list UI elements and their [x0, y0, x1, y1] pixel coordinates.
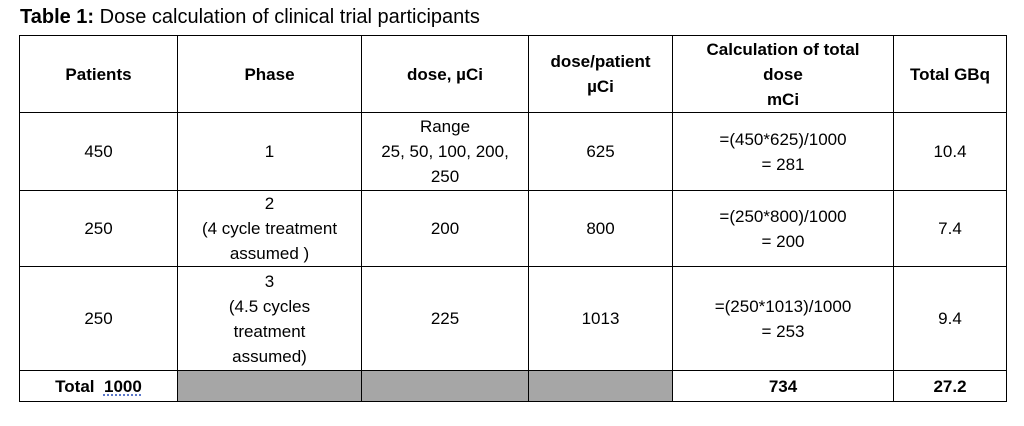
cell-shaded — [528, 370, 673, 402]
header-dose-patient-line: dose/patient — [550, 52, 651, 71]
header-calc-line: mCi — [766, 89, 800, 109]
calc-line: = 253 — [761, 321, 805, 341]
calc-line: =(250*1013)/1000 — [714, 296, 852, 316]
header-calc-line: dose — [763, 64, 803, 84]
total-label: Total — [55, 376, 95, 396]
header-dose-patient-line: µCi — [587, 77, 614, 96]
header-total-gbq: Total GBq — [893, 35, 1007, 113]
phase-line: assumed ) — [229, 244, 310, 263]
cell-patients: 250 — [19, 266, 178, 371]
header-patients: Patients — [19, 35, 178, 113]
header-dose: dose, µCi — [361, 35, 529, 113]
caption-label: Table 1: — [20, 6, 95, 28]
cell-total-gbq: 7.4 — [893, 190, 1007, 267]
header-row: Patients Phase dose, µCi dose/patient µC… — [19, 35, 1007, 113]
cell-dose: 200 — [361, 190, 529, 267]
dose-line: 225 — [430, 309, 460, 328]
cell-phase: 3 (4.5 cycles treatment assumed) — [177, 266, 362, 371]
total-patients: 1000 — [103, 376, 142, 396]
cell-dose-patient: 625 — [528, 112, 673, 191]
dose-line: 250 — [430, 167, 460, 186]
table-row: 250 2 (4 cycle treatment assumed ) 200 8… — [19, 190, 1007, 267]
header-phase: Phase — [177, 35, 362, 113]
cell-calculation: =(250*800)/1000 = 200 — [672, 190, 894, 267]
cell-phase: 1 — [177, 112, 362, 191]
cell-shaded — [361, 370, 529, 402]
calc-line: =(250*800)/1000 — [719, 206, 847, 226]
cell-total-gbq: 27.2 — [893, 370, 1007, 402]
cell-dose: Range 25, 50, 100, 200, 250 — [361, 112, 529, 191]
cell-calculation: =(450*625)/1000 = 281 — [672, 112, 894, 191]
table-row: 250 3 (4.5 cycles treatment assumed) 225… — [19, 266, 1007, 371]
caption-text: Dose calculation of clinical trial parti… — [99, 6, 480, 28]
header-calc-line: Calculation of total — [706, 39, 860, 59]
cell-dose: 225 — [361, 266, 529, 371]
table-row: 450 1 Range 25, 50, 100, 200, 250 625 =(… — [19, 112, 1007, 191]
cell-dose-patient: 1013 — [528, 266, 673, 371]
cell-patients: 250 — [19, 190, 178, 267]
cell-total-gbq: 9.4 — [893, 266, 1007, 371]
cell-calculation: =(250*1013)/1000 = 253 — [672, 266, 894, 371]
phase-line: assumed) — [232, 346, 307, 366]
phase-line: (4.5 cycles — [228, 296, 311, 316]
dose-line: Range — [419, 117, 471, 136]
dose-line: 200 — [430, 219, 460, 238]
dose-line: 25, 50, 100, 200, — [381, 142, 509, 161]
phase-line: 1 — [264, 142, 275, 161]
calc-line: = 281 — [761, 154, 805, 174]
header-calculation: Calculation of total dose mCi — [672, 35, 894, 113]
phase-line: treatment — [233, 321, 306, 341]
cell-total-gbq: 10.4 — [893, 112, 1007, 191]
cell-patients: 450 — [19, 112, 178, 191]
phase-line: 3 — [264, 271, 275, 291]
calc-line: =(450*625)/1000 — [719, 129, 847, 149]
table-caption: Table 1: Dose calculation of clinical tr… — [20, 4, 480, 30]
cell-phase: 2 (4 cycle treatment assumed ) — [177, 190, 362, 267]
cell-total-label: Total 1000 — [19, 370, 178, 402]
calc-line: = 200 — [761, 231, 805, 251]
cell-dose-patient: 800 — [528, 190, 673, 267]
dose-table: Patients Phase dose, µCi dose/patient µC… — [19, 35, 1007, 402]
cell-shaded — [177, 370, 362, 402]
total-row: Total 1000 734 27.2 — [19, 370, 1007, 402]
phase-line: (4 cycle treatment — [201, 219, 338, 238]
header-dose-patient: dose/patient µCi — [528, 35, 673, 113]
phase-line: 2 — [264, 194, 275, 213]
cell-total-calculation: 734 — [672, 370, 894, 402]
